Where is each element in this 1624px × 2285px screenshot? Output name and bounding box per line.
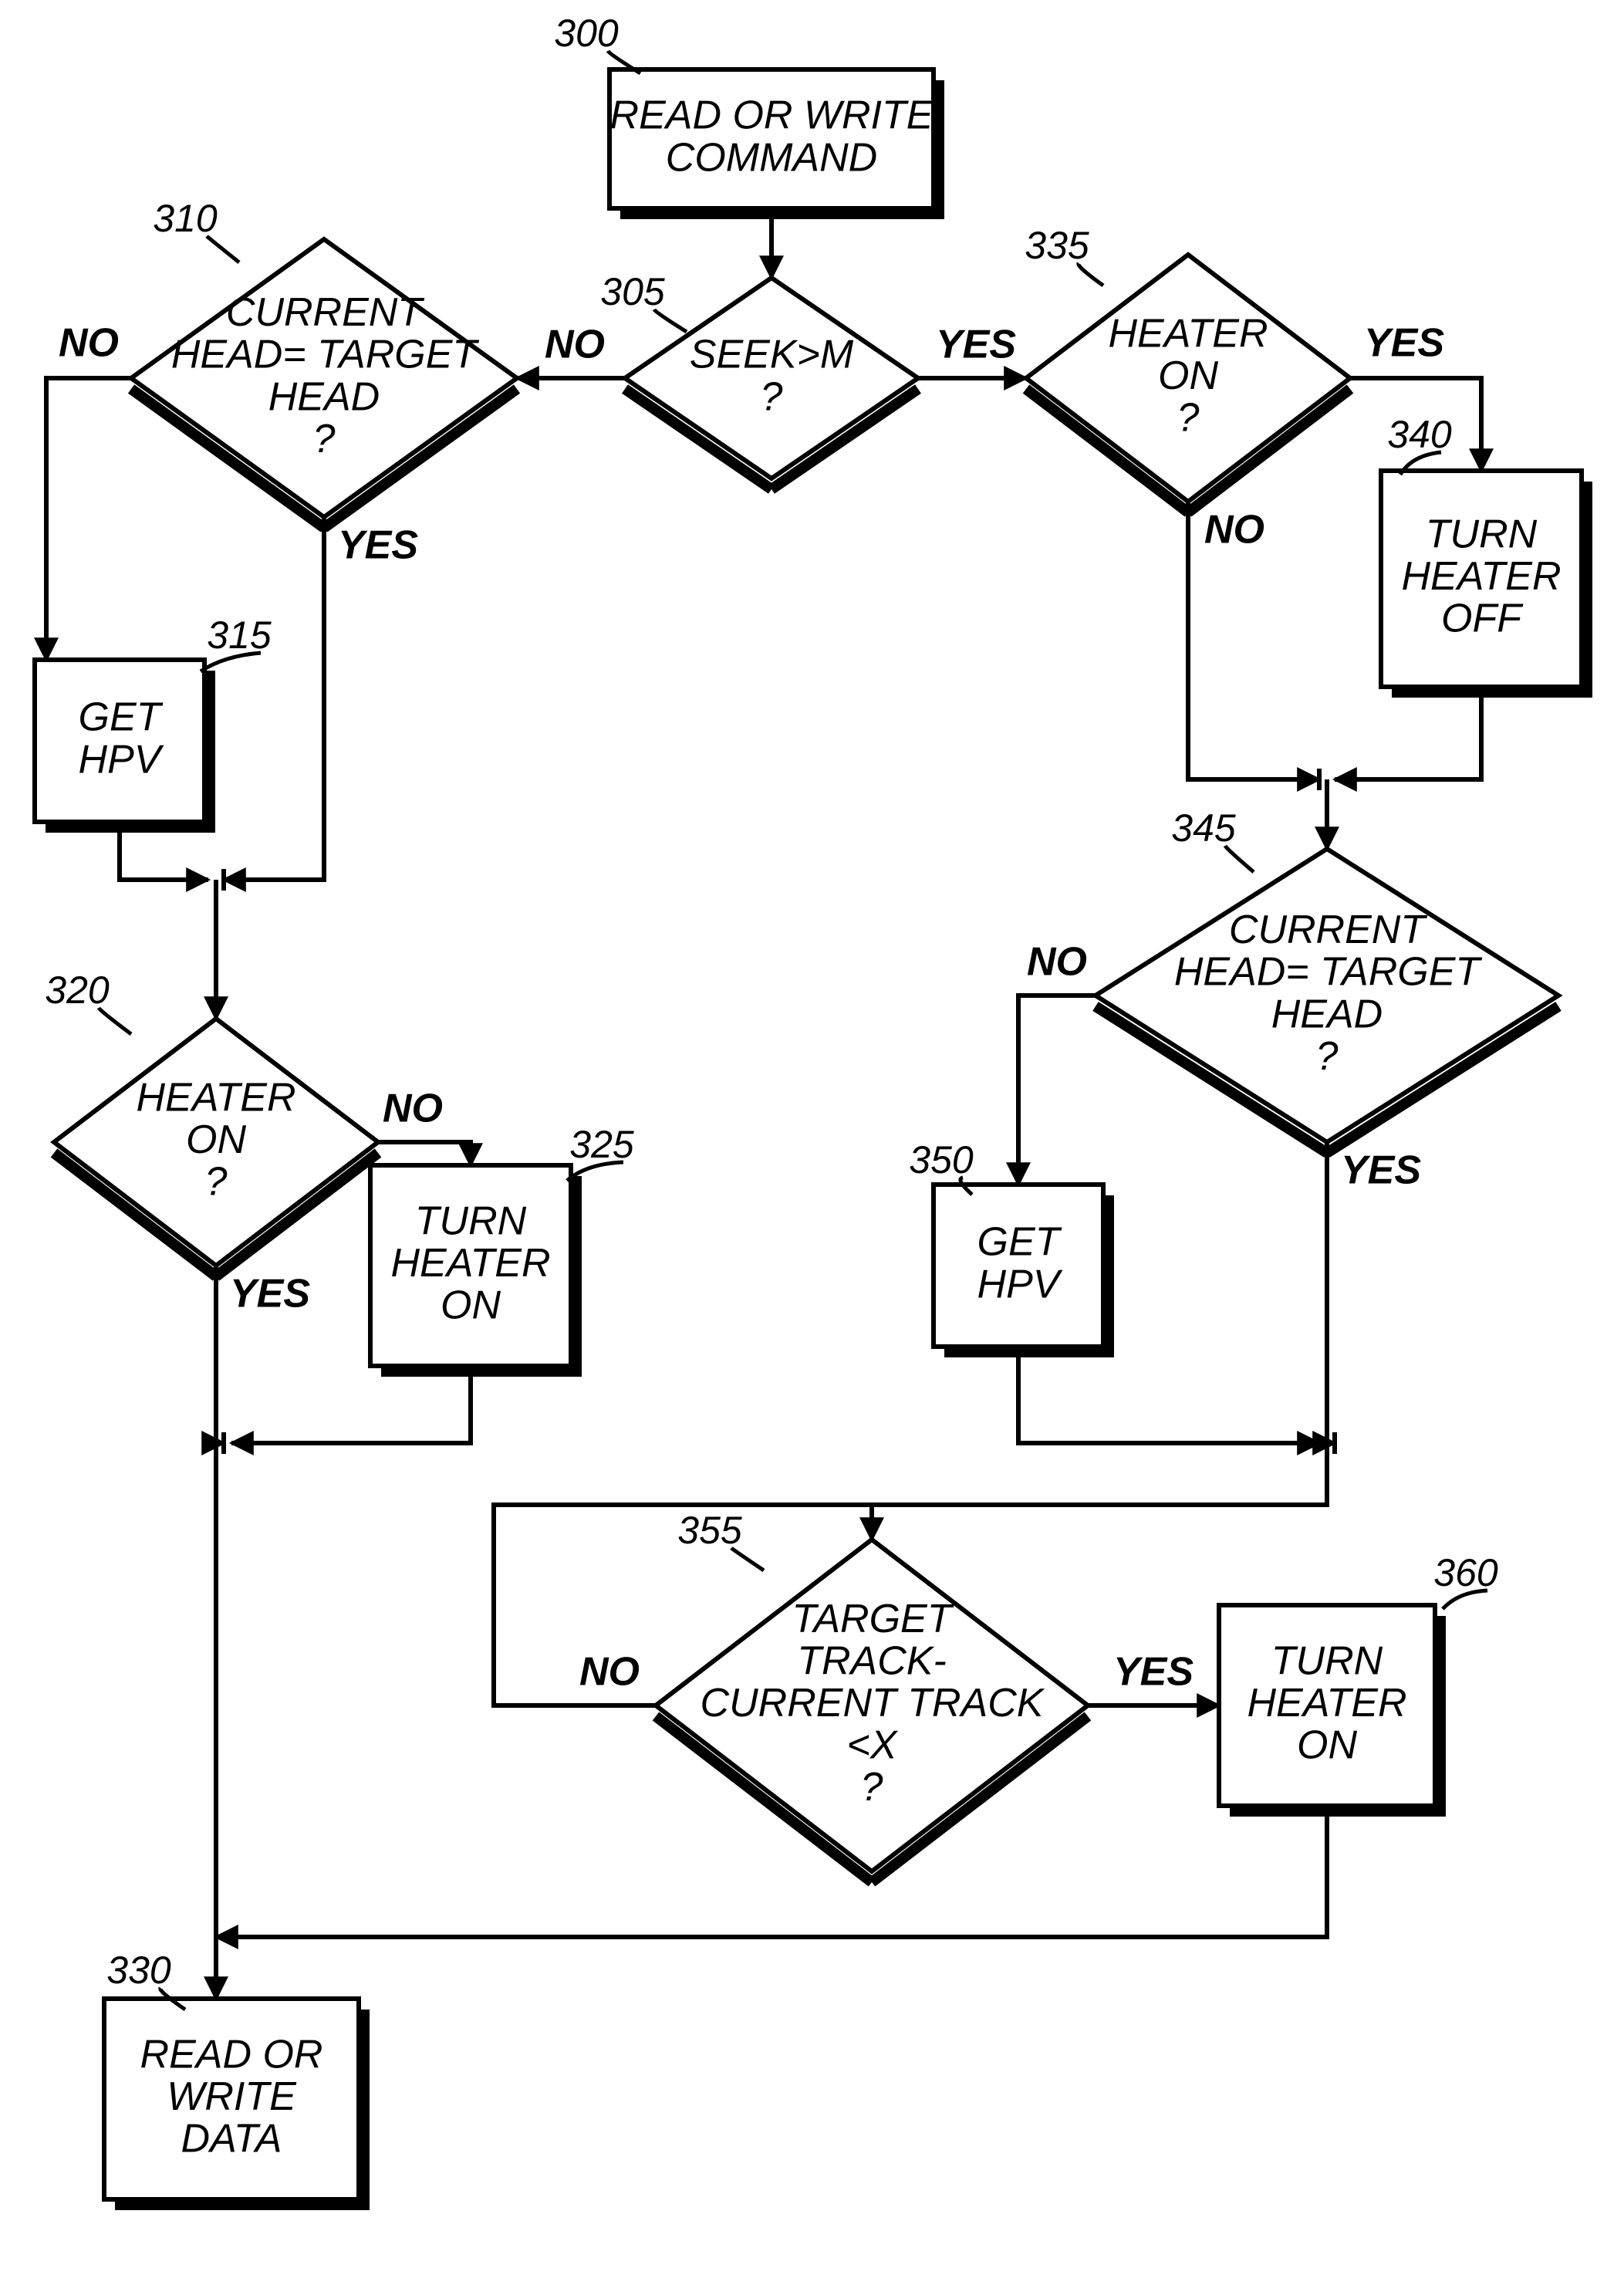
svg-text:360: 360: [1433, 1551, 1498, 1594]
svg-text:335: 335: [1025, 224, 1089, 267]
svg-text:345: 345: [1171, 806, 1236, 850]
svg-text:310: 310: [153, 197, 218, 240]
svg-text:YES: YES: [1364, 321, 1444, 366]
svg-text:NO: NO: [1027, 940, 1087, 985]
svg-text:YES: YES: [1341, 1148, 1421, 1193]
svg-text:YES: YES: [338, 523, 418, 568]
svg-text:325: 325: [569, 1123, 634, 1166]
svg-text:300: 300: [554, 12, 619, 55]
svg-text:350: 350: [909, 1138, 974, 1181]
svg-text:NO: NO: [59, 321, 119, 366]
svg-text:YES: YES: [1113, 1650, 1194, 1695]
svg-text:340: 340: [1387, 413, 1452, 456]
svg-text:NO: NO: [545, 323, 605, 367]
svg-text:YES: YES: [230, 1272, 310, 1317]
svg-text:315: 315: [207, 614, 272, 657]
svg-text:320: 320: [45, 968, 110, 1012]
svg-text:NO: NO: [579, 1650, 640, 1695]
svg-text:NO: NO: [383, 1087, 443, 1131]
svg-text:GETHPV: GETHPV: [977, 1219, 1063, 1306]
svg-text:305: 305: [600, 270, 665, 313]
svg-text:330: 330: [106, 1949, 171, 1992]
svg-text:355: 355: [677, 1509, 742, 1552]
svg-text:NO: NO: [1204, 508, 1264, 553]
svg-text:YES: YES: [936, 323, 1016, 367]
svg-text:GETHPV: GETHPV: [79, 695, 164, 782]
